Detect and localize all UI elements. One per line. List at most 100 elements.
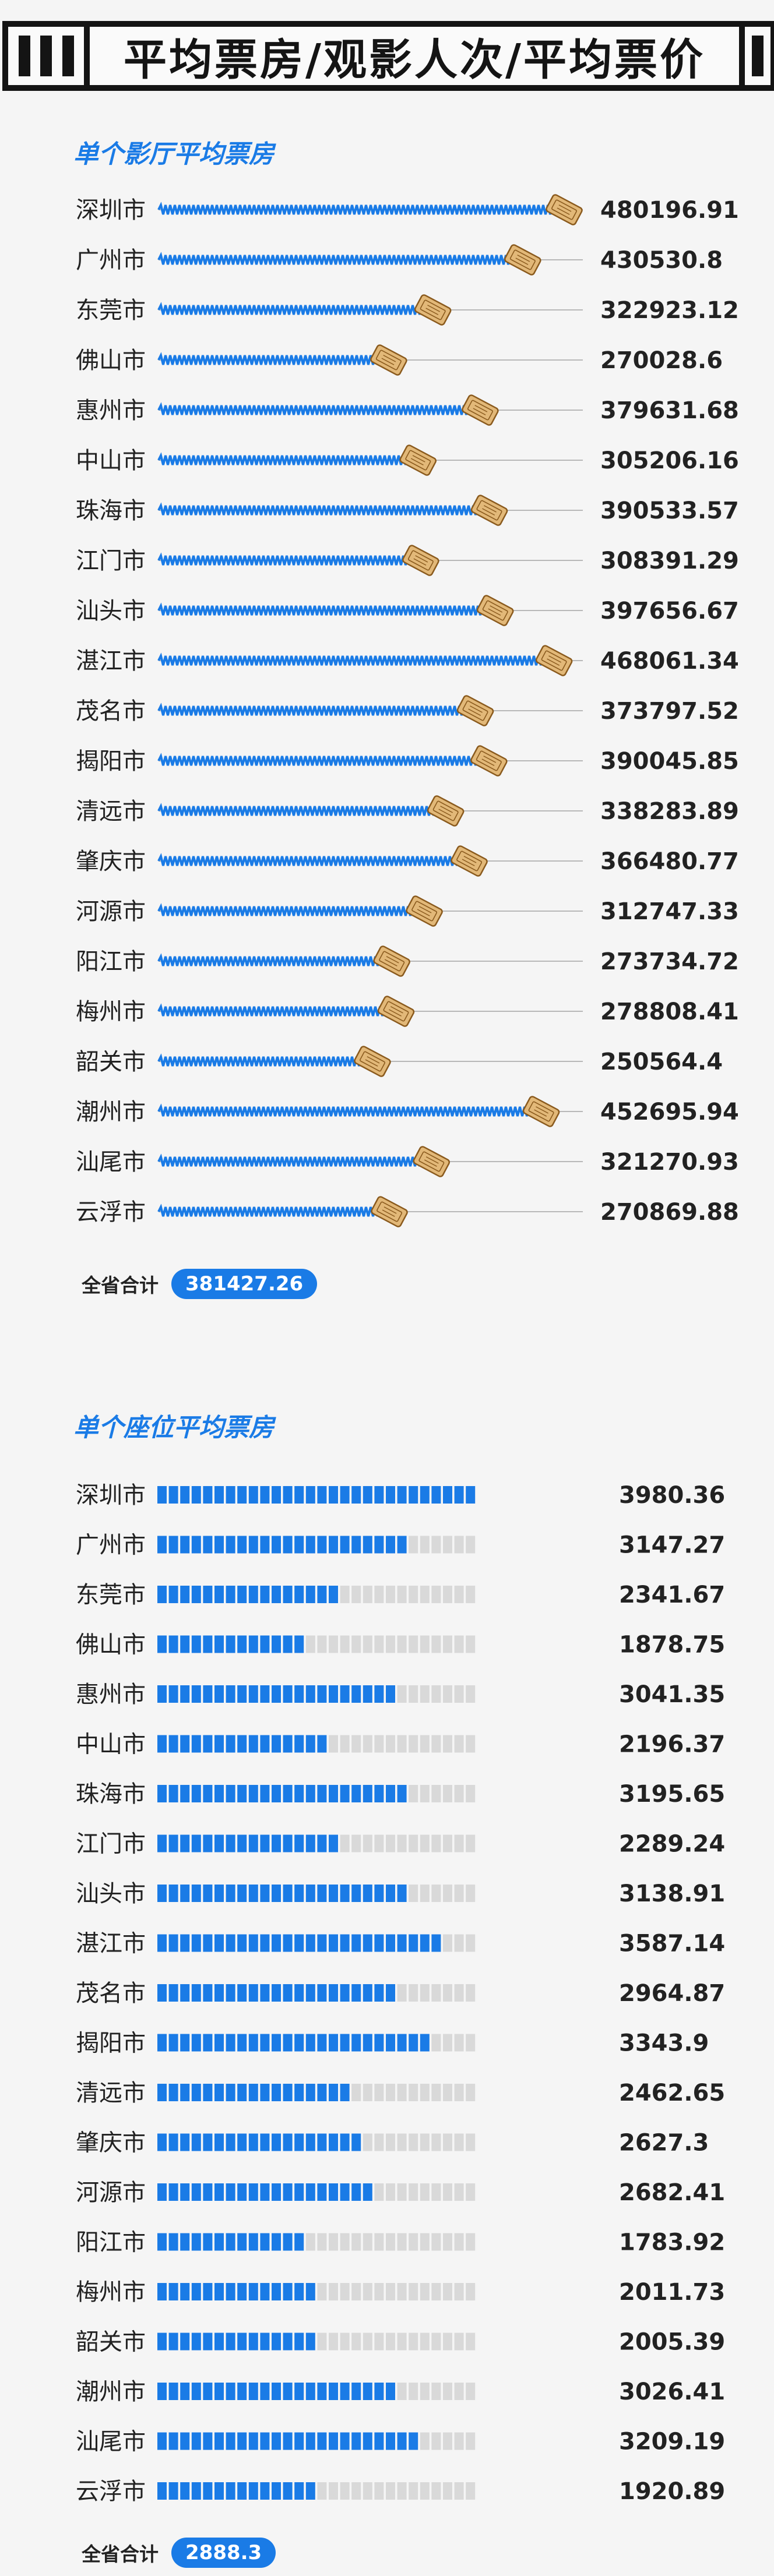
hall-value-label: 373797.52	[600, 698, 739, 725]
hall-row: 云浮市 270869.88	[76, 1196, 739, 1227]
seat-bar-segment	[386, 1685, 395, 1703]
hall-row: 广州市 430530.8	[76, 244, 723, 276]
seat-track-segment	[466, 1785, 476, 1802]
seat-row: 珠海市 3195.65	[76, 1781, 725, 1808]
hall-bar	[157, 652, 551, 666]
seat-track-segment	[466, 2283, 476, 2300]
seat-bar-segment	[168, 2133, 178, 2151]
seat-bar-segment	[237, 2283, 247, 2300]
seat-bar-segment	[168, 2233, 178, 2251]
seat-track-segment	[431, 1685, 441, 1703]
seat-city-label: 广州市	[76, 1532, 146, 1559]
seat-track-segment	[409, 2383, 418, 2400]
hall-value-label: 270869.88	[600, 1199, 739, 1226]
seat-bar-segment	[294, 2133, 304, 2151]
hall-city-label: 深圳市	[76, 197, 146, 224]
seat-bar-segment	[374, 1785, 384, 1802]
ticket-icon	[470, 495, 508, 526]
seat-bar-segment	[237, 1635, 247, 1653]
seat-bar-segment	[397, 1536, 407, 1554]
seat-track-segment	[340, 2233, 350, 2251]
seat-track-segment	[443, 1586, 452, 1603]
seat-bar-segment	[191, 1536, 201, 1554]
hall-bar	[157, 903, 425, 916]
seat-track-segment	[454, 1834, 464, 1852]
seat-bar-segment	[340, 1785, 350, 1802]
hall-city-label: 汕头市	[76, 598, 146, 624]
seat-track-segment	[409, 2183, 418, 2201]
seat-row: 汕尾市 3209.19	[76, 2429, 725, 2455]
seat-bar-segment	[260, 1834, 270, 1852]
seat-track-segment	[466, 1984, 476, 2002]
seat-bar-segment	[237, 1586, 247, 1603]
seat-bar-segment	[305, 1834, 315, 1852]
seat-bar-segment	[203, 2482, 213, 2500]
seat-bar-segment	[168, 1934, 178, 1952]
seat-bar-segment	[191, 2133, 201, 2151]
seat-bar-segment	[226, 1536, 235, 1554]
seat-bar-segment	[340, 1685, 350, 1703]
seat-track-segment	[466, 2084, 476, 2101]
seat-bar-segment	[226, 1834, 235, 1852]
seat-bar-segment	[226, 1735, 235, 1753]
hall-bar	[157, 1003, 393, 1017]
seat-track-segment	[374, 2283, 384, 2300]
seat-bar-segment	[409, 1486, 418, 1504]
seat-bar-segment	[329, 1834, 338, 1852]
seat-bar-segment	[317, 2432, 327, 2450]
seat-track-segment	[466, 2034, 476, 2052]
seat-bar-segment	[203, 1934, 213, 1952]
seat-bar-segment	[420, 1486, 430, 1504]
seat-total-row: 全省合计 2888.3	[82, 2538, 276, 2568]
seat-bar-segment	[329, 2034, 338, 2052]
seat-value-label: 2682.41	[619, 2179, 725, 2206]
seat-bar-segment	[237, 1536, 247, 1554]
seat-bar-segment	[363, 2183, 372, 2201]
seat-bar-segment	[317, 1885, 327, 1902]
seat-bar-segment	[248, 1834, 258, 1852]
hall-row: 肇庆市 366480.77	[76, 845, 739, 877]
seat-bar-segment	[180, 1685, 190, 1703]
seat-bar-segment	[260, 2034, 270, 2052]
seat-track-segment	[466, 1934, 476, 1952]
seat-track-segment	[409, 2482, 418, 2500]
seat-bar-segment	[237, 2183, 247, 2201]
seat-track-segment	[420, 2383, 430, 2400]
seat-bar-segment	[409, 1934, 418, 1952]
hall-bar	[157, 502, 486, 516]
seat-row: 汕头市 3138.91	[76, 1880, 725, 1907]
seat-bar-segment	[294, 1834, 304, 1852]
seat-track-segment	[397, 1635, 407, 1653]
seat-value-label: 2964.87	[619, 1980, 725, 2007]
seat-bar-segment	[180, 2034, 190, 2052]
seat-bar-segment	[191, 2183, 201, 2201]
seat-bar-segment	[260, 1536, 270, 1554]
seat-bar-segment	[305, 1934, 315, 1952]
hall-city-label: 湛江市	[76, 648, 146, 675]
seat-bar-segment	[305, 2034, 315, 2052]
seat-track-segment	[420, 2482, 430, 2500]
seat-track-segment	[397, 2482, 407, 2500]
hall-value-label: 366480.77	[600, 848, 739, 875]
seat-value-label: 2341.67	[619, 1582, 725, 1608]
seat-bar-segment	[168, 1586, 178, 1603]
seat-bar-segment	[168, 1785, 178, 1802]
seat-bar-segment	[283, 1934, 293, 1952]
seat-bar-segment	[226, 1586, 235, 1603]
seat-track-segment	[420, 2332, 430, 2351]
seat-track-segment	[466, 2432, 476, 2450]
seat-bar-segment	[237, 1885, 247, 1902]
seat-bar-segment	[248, 1934, 258, 1952]
seat-track-segment	[420, 1834, 430, 1852]
seat-track-segment	[443, 1834, 452, 1852]
seat-bar-segment	[180, 2283, 190, 2300]
seat-bar-segment	[272, 1984, 281, 2002]
seat-bar-segment	[226, 1984, 235, 2002]
hall-value-label: 321270.93	[600, 1149, 739, 1176]
hall-value-label: 278808.41	[600, 998, 739, 1025]
seat-track-segment	[431, 2183, 441, 2201]
seat-track-segment	[454, 1536, 464, 1554]
seat-bar-segment	[294, 1885, 304, 1902]
seat-track-segment	[420, 2133, 430, 2151]
seat-bar-segment	[157, 2283, 167, 2300]
